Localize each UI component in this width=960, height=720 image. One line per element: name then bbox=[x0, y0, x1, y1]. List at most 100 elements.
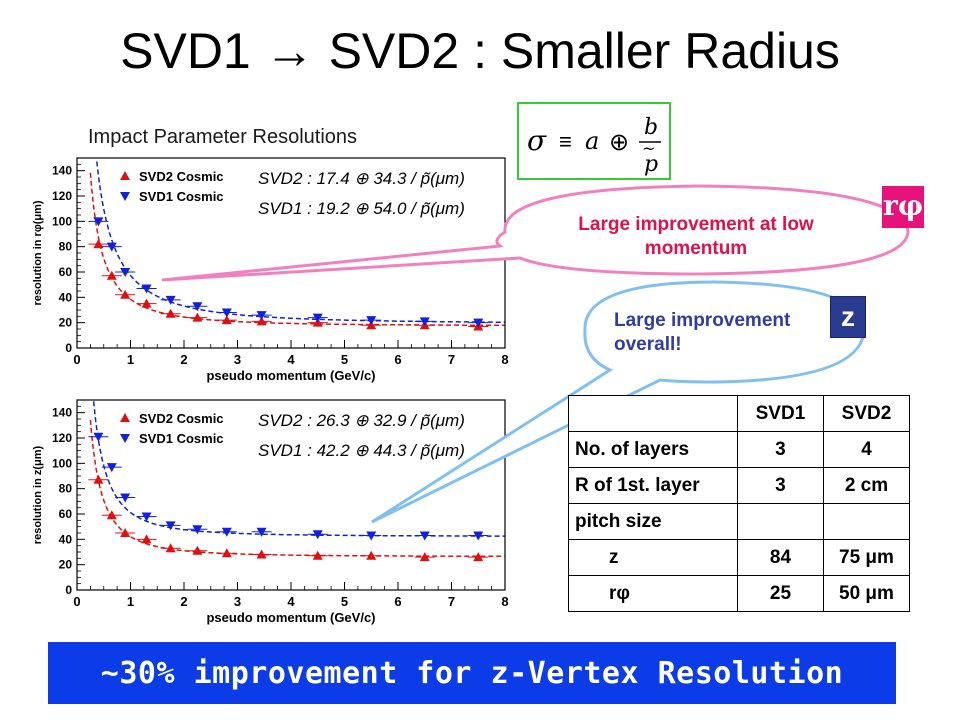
data-point bbox=[419, 531, 430, 541]
rphi-badge: rφ bbox=[882, 186, 924, 228]
legend-label: SVD2 Cosmic bbox=[139, 411, 224, 426]
x-tick-label: 0 bbox=[73, 594, 80, 609]
data-point bbox=[165, 308, 176, 318]
data-point bbox=[192, 312, 203, 322]
fit-curve bbox=[89, 172, 505, 327]
fit-formula-svd1: SVD1 : 19.2 ⊕ 54.0 / p̃(μm) bbox=[258, 199, 465, 218]
legend-marker bbox=[120, 413, 130, 422]
y-tick-label: 140 bbox=[52, 164, 72, 178]
data-point bbox=[93, 217, 104, 227]
table-row: pitch size bbox=[568, 503, 911, 540]
data-point bbox=[256, 527, 267, 537]
data-point bbox=[256, 549, 267, 559]
title-part-svd1: SVD1 bbox=[120, 23, 251, 79]
data-point bbox=[93, 239, 104, 249]
plot-heading: Impact Parameter Resolutions bbox=[88, 126, 358, 148]
data-point bbox=[221, 527, 232, 537]
legend-label: SVD1 Cosmic bbox=[139, 189, 224, 204]
x-axis-label: pseudo momentum (GeV/c) bbox=[206, 610, 375, 625]
formula-svg: σ ≡ a ⊕ b ~ p bbox=[527, 115, 661, 177]
data-point bbox=[366, 550, 377, 560]
x-tick-label: 1 bbox=[127, 352, 134, 367]
table-row: rφ 25 50 μm bbox=[568, 575, 911, 612]
data-point bbox=[93, 474, 104, 484]
data-point bbox=[106, 463, 117, 473]
callout-rphi-text: Large improvement at low momentum bbox=[578, 214, 814, 259]
table-cell-svd1: 3 bbox=[736, 431, 824, 468]
x-tick-label: 5 bbox=[341, 352, 348, 367]
legend-label: SVD1 Cosmic bbox=[139, 431, 224, 446]
table-cell-svd2: 4 bbox=[822, 431, 911, 468]
data-point bbox=[256, 316, 267, 326]
x-tick-label: 6 bbox=[394, 352, 401, 367]
formula-sigma: σ bbox=[527, 124, 547, 157]
summary-banner: ~30% improvement for z-Vertex Resolution bbox=[48, 642, 896, 704]
legend-label: SVD2 Cosmic bbox=[139, 169, 224, 184]
data-point bbox=[419, 552, 430, 562]
y-tick-label: 40 bbox=[59, 290, 73, 304]
x-tick-label: 8 bbox=[501, 352, 508, 367]
x-tick-label: 7 bbox=[448, 352, 455, 367]
data-point bbox=[256, 311, 267, 321]
data-point bbox=[141, 534, 152, 544]
y-tick-label: 100 bbox=[52, 214, 72, 228]
table-row-label: No. of layers bbox=[568, 431, 738, 468]
table-cell-svd2: 75 μm bbox=[822, 539, 911, 576]
formula-tilde: ~ bbox=[642, 139, 655, 158]
table-header-cell: SVD2 bbox=[822, 395, 911, 432]
formula-b: b bbox=[644, 115, 658, 140]
y-tick-label: 120 bbox=[52, 189, 72, 203]
formula-oplus: ⊕ bbox=[609, 129, 629, 156]
y-axis-label: resolution in rφ(μm) bbox=[32, 200, 44, 305]
table-cell-svd1: 3 bbox=[736, 467, 824, 504]
table-row-label: pitch size bbox=[568, 503, 738, 540]
table-cell-svd1: 84 bbox=[736, 539, 824, 576]
data-point bbox=[312, 530, 323, 540]
data-point bbox=[120, 493, 131, 503]
data-point bbox=[120, 528, 131, 537]
data-point bbox=[473, 552, 484, 562]
data-point bbox=[165, 543, 176, 553]
data-point bbox=[93, 432, 104, 442]
formula-equiv: ≡ bbox=[559, 129, 572, 154]
data-point bbox=[312, 313, 323, 323]
summary-banner-text: ~30% improvement for z-Vertex Resolution bbox=[100, 655, 844, 691]
table-cell-svd1: 25 bbox=[736, 575, 824, 612]
fit-curve bbox=[89, 419, 505, 558]
y-tick-label: 80 bbox=[59, 240, 73, 254]
y-tick-label: 20 bbox=[59, 316, 73, 330]
formula-p: p bbox=[644, 152, 658, 177]
data-point bbox=[192, 525, 203, 535]
x-tick-label: 5 bbox=[341, 594, 348, 609]
table-row: R of 1st. layer 3 2 cm bbox=[568, 467, 911, 504]
data-point bbox=[221, 315, 232, 325]
spec-table: SVD1 SVD2 No. of layers 3 4 R of 1st. la… bbox=[568, 395, 911, 612]
data-point bbox=[473, 531, 484, 541]
table-cell-svd2: 50 μm bbox=[822, 575, 911, 612]
fit-formula-svd2: SVD2 : 17.4 ⊕ 34.3 / p̃(μm) bbox=[258, 169, 465, 188]
legend-marker bbox=[120, 171, 130, 180]
table-header-row: SVD1 SVD2 bbox=[568, 395, 911, 432]
data-point bbox=[366, 531, 377, 541]
x-tick-label: 4 bbox=[287, 594, 295, 609]
fit-formula-svd1: SVD1 : 42.2 ⊕ 44.3 / p̃(μm) bbox=[258, 441, 465, 460]
x-tick-label: 2 bbox=[180, 352, 187, 367]
y-tick-label: 100 bbox=[52, 456, 72, 470]
data-point bbox=[165, 295, 176, 305]
formula-a: a bbox=[585, 127, 599, 155]
x-tick-label: 0 bbox=[73, 352, 80, 367]
table-row: No. of layers 3 4 bbox=[568, 431, 911, 468]
y-tick-label: 60 bbox=[59, 265, 73, 279]
legend-marker bbox=[120, 434, 130, 443]
data-point bbox=[192, 302, 203, 312]
data-point bbox=[141, 284, 152, 294]
x-tick-label: 3 bbox=[234, 352, 241, 367]
y-axis-label: resolution in z(μm) bbox=[32, 445, 44, 544]
y-tick-label: 20 bbox=[59, 558, 73, 572]
data-point bbox=[221, 308, 232, 318]
y-tick-label: 0 bbox=[65, 341, 72, 355]
table-row: z 84 75 μm bbox=[568, 539, 911, 576]
x-tick-label: 2 bbox=[180, 594, 187, 609]
